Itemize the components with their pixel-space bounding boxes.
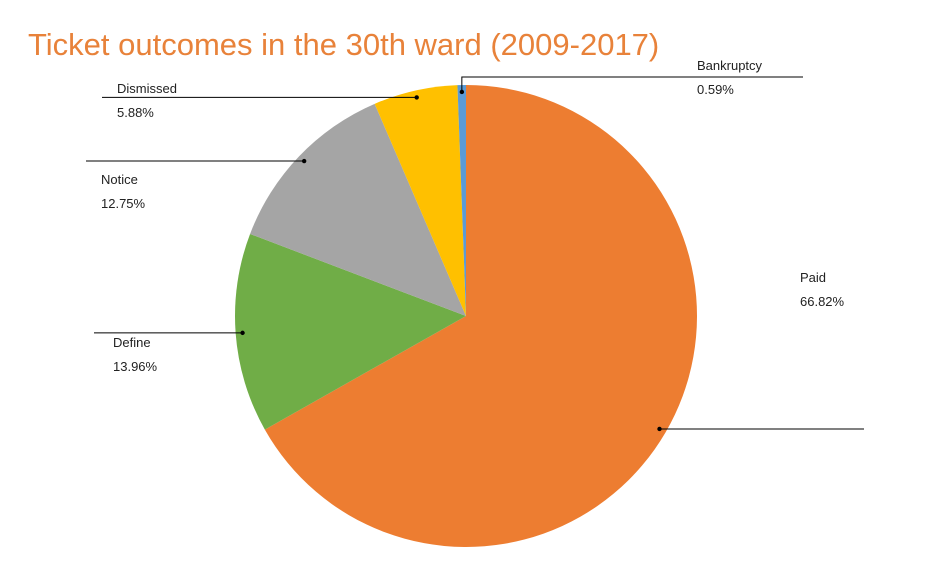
slice-value-define: 13.96% xyxy=(113,359,158,374)
callout-dismissed: Dismissed 5.88% xyxy=(102,81,419,120)
slice-label-notice: Notice xyxy=(101,172,138,187)
leader-dot-paid xyxy=(657,426,662,432)
slice-label-define: Define xyxy=(113,335,151,350)
slice-value-dismissed: 5.88% xyxy=(117,105,154,120)
slice-value-paid: 66.82% xyxy=(800,294,845,309)
callout-bankruptcy: Bankruptcy 0.59% xyxy=(459,58,803,97)
chart-title: Ticket outcomes in the 30th ward (2009-2… xyxy=(28,27,660,62)
pie-callouts: Paid 66.82% Define 13.96% Notice 12.75% Dismis… xyxy=(86,58,864,432)
slice-label-paid: Paid xyxy=(800,270,826,285)
slice-value-bankruptcy: 0.59% xyxy=(697,82,734,97)
pie-slice-paid xyxy=(264,85,697,547)
slice-value-notice: 12.75% xyxy=(101,196,146,211)
pie-slice-define xyxy=(235,233,466,430)
pie-slices xyxy=(235,85,697,547)
callout-paid: Paid 66.82% xyxy=(657,270,864,432)
slice-label-dismissed: Dismissed xyxy=(117,81,177,96)
leader-dot-dismissed xyxy=(414,95,419,100)
leader-dot-notice xyxy=(301,158,307,164)
callout-notice: Notice 12.75% xyxy=(86,158,307,211)
leader-dot-bankruptcy xyxy=(459,89,465,95)
pie-slice-dismissed xyxy=(374,85,466,316)
slice-label-bankruptcy: Bankruptcy xyxy=(697,58,763,73)
pie-slice-bankruptcy xyxy=(457,85,466,316)
leader-line-bankruptcy xyxy=(461,76,803,92)
leader-dot-define xyxy=(240,330,245,336)
callout-define: Define 13.96% xyxy=(94,330,245,374)
pie-slice-notice xyxy=(250,103,466,316)
